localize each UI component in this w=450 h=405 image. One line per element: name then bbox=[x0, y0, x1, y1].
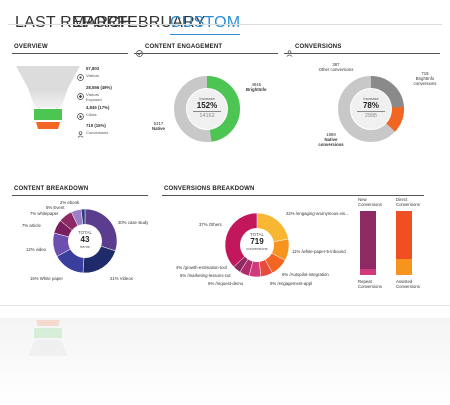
content-breakdown-center-value: 43 bbox=[80, 235, 90, 244]
engagement-rule bbox=[134, 53, 278, 54]
overview-rule bbox=[12, 53, 128, 54]
conversions-center-pct: 78% bbox=[362, 101, 379, 110]
cbd-label-engagement: 9% /engagement-appl bbox=[270, 281, 313, 286]
visitors-exposed-icon bbox=[77, 87, 84, 105]
conversions-title: CONVERSIONS bbox=[295, 44, 342, 50]
cbd-label-growth: 4% /growth-estimation-tool bbox=[176, 265, 227, 270]
funnel-exposed bbox=[28, 88, 68, 108]
report-tabs: LAST REPORT MARCH FEBRUARY CUSTOM bbox=[0, 8, 450, 35]
cbd-label-marketing: 5% /marketing-lessons-cut bbox=[180, 273, 231, 278]
direct-conversions-bar bbox=[396, 211, 412, 259]
cb-label-event: 5% Event bbox=[46, 205, 65, 210]
engagement-brightinfo-arc bbox=[174, 76, 240, 142]
cb-label-article: 7% article bbox=[22, 223, 41, 228]
conversions-breakdown-title: CONVERSIONS BREAKDOWN bbox=[164, 186, 255, 192]
tab-february[interactable]: FEBRUARY bbox=[117, 14, 206, 31]
eye-icon bbox=[77, 68, 84, 86]
repeat-conversions-label: Repeat Conversions bbox=[358, 279, 382, 289]
cbd-label-engaging: 22% /engaging-anonymous-vis... bbox=[286, 211, 349, 216]
conversions-value: 719 (15%) bbox=[86, 123, 106, 128]
conversions-other-arc bbox=[338, 76, 404, 142]
panel-bottom-edge bbox=[0, 305, 450, 306]
cbd-label-others: 37% Others bbox=[199, 222, 222, 227]
assisted-conversions-label: Assisted Conversions bbox=[396, 279, 420, 289]
person-icon bbox=[77, 125, 84, 143]
conversions-native-label: 1889 Native conversions bbox=[318, 132, 344, 147]
cb-label-ebook: 2% ebook bbox=[60, 200, 80, 205]
clicks-label: Clicks bbox=[86, 112, 97, 117]
cb-label-video: 12% video bbox=[26, 247, 47, 252]
conversions-label: Conversions bbox=[86, 130, 109, 135]
overview-funnel bbox=[16, 66, 80, 129]
page-reflection bbox=[0, 318, 450, 405]
assisted-conversions-bar bbox=[396, 259, 412, 275]
conversions-donut bbox=[338, 76, 404, 142]
conversions-breakdown-center-value: 719 bbox=[250, 237, 264, 246]
new-conversions-label: New Conversions bbox=[358, 197, 382, 207]
conversions-breakdown-donut bbox=[224, 212, 290, 278]
repeat-conversions-bar bbox=[360, 268, 376, 275]
cb-label-white-paper: 16% White paper bbox=[30, 276, 63, 281]
visitors-value: 57,803 bbox=[86, 66, 100, 71]
visitors-label: Visitors bbox=[86, 73, 100, 78]
cb-label-videos: 21% Videos bbox=[110, 276, 133, 281]
conversions-breakdown-center-bottom: conversions bbox=[246, 246, 268, 251]
cb-label-whitepaper: 7% whitepaper bbox=[30, 211, 59, 216]
content-breakdown-center-bottom: items bbox=[80, 244, 90, 249]
exposed-label: Visitors Exposed bbox=[86, 92, 102, 102]
exposed-value: 28,556 (49%) bbox=[86, 85, 112, 90]
tab-divider bbox=[8, 24, 442, 25]
funnel-visitors bbox=[16, 66, 80, 88]
conversions-breakdown-rule bbox=[162, 195, 424, 196]
conversions-other-label: 387 Other conversions bbox=[318, 62, 354, 72]
conversions-center-top: Increase bbox=[363, 96, 379, 101]
tab-last-report[interactable]: LAST REPORT bbox=[15, 14, 128, 31]
cursor-icon bbox=[77, 107, 84, 125]
funnel-conversions bbox=[36, 122, 60, 129]
engagement-center-total: 14162 bbox=[199, 112, 215, 119]
conversions-center-total: 2995 bbox=[364, 112, 378, 119]
engagement-center-top: Increase bbox=[199, 96, 215, 101]
direct-conversions-label: Direct Conversions bbox=[396, 197, 420, 207]
content-breakdown-title: CONTENT BREAKDOWN bbox=[14, 186, 89, 192]
conversions-brightinfo-label: 719 BrightInfo conversions bbox=[413, 71, 437, 86]
new-conversions-bar bbox=[360, 211, 376, 269]
funnel-clicks bbox=[34, 109, 62, 120]
engagement-brightinfo-label: 4845 BrightInfo bbox=[246, 82, 267, 92]
cb-label-case-study: 30% case study bbox=[118, 220, 149, 225]
content-breakdown-donut bbox=[52, 208, 118, 274]
overview-title: OVERVIEW bbox=[14, 44, 48, 50]
cbd-label-white-paper: 11% /white-paper-5-inbound bbox=[292, 249, 346, 254]
content-breakdown-rule bbox=[12, 195, 148, 196]
engagement-native-label: 5317 Native bbox=[152, 121, 165, 131]
content-breakdown-center-top: TOTAL bbox=[77, 230, 93, 235]
funnel-reflection bbox=[28, 320, 68, 356]
conversions-rule bbox=[284, 53, 440, 54]
clicks-value: 4,845 (17%) bbox=[86, 105, 110, 110]
tab-march[interactable]: MARCH bbox=[72, 14, 132, 31]
conversions-brightinfo-arc bbox=[338, 76, 404, 142]
new-repeat-bar bbox=[360, 211, 376, 275]
cbd-label-autopilot: 6% /Autopilot-integration bbox=[282, 272, 329, 277]
tab-custom[interactable]: CUSTOM bbox=[170, 14, 241, 35]
cbd-label-request-demo: 6% /request-demo bbox=[208, 281, 244, 286]
direct-assisted-bar bbox=[396, 211, 412, 275]
engagement-donut bbox=[174, 76, 240, 142]
conversions-breakdown-center-top: TOTAL bbox=[249, 232, 265, 237]
engagement-center-pct: 152% bbox=[196, 101, 218, 110]
engagement-title: CONTENT ENGAGEMENT bbox=[145, 44, 223, 50]
